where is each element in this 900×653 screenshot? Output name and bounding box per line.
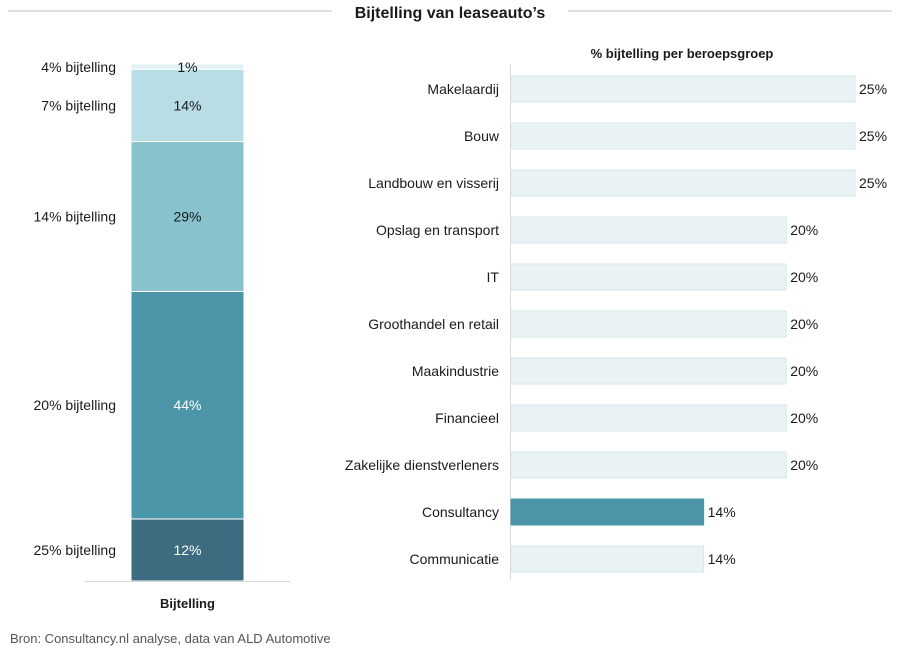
stack-legend-label: 25% bijtelling (34, 542, 117, 558)
hbar-value-label: 20% (790, 457, 818, 473)
hbar-value-label: 20% (790, 363, 818, 379)
hbar (510, 75, 856, 103)
hbar (510, 216, 787, 244)
hbar (510, 122, 856, 150)
hbar-category-label: Makelaardij (427, 81, 499, 97)
hbar-category-label: Maakindustrie (412, 363, 499, 379)
hbar-value-label: 20% (790, 316, 818, 332)
hbar-value-label: 20% (790, 410, 818, 426)
stack-segment (130, 518, 245, 582)
stack-segment-value: 12% (173, 542, 201, 558)
stack-segment-value: 1% (177, 59, 197, 75)
stack-segment-value: 29% (173, 209, 201, 225)
hbar-value-label: 25% (859, 81, 887, 97)
hbar-category-label: Consultancy (422, 504, 499, 520)
stack-segment (130, 141, 245, 292)
hbar-category-label: Bouw (464, 128, 500, 144)
stack-legend-label: 14% bijtelling (34, 209, 117, 225)
hbar-value-label: 25% (859, 175, 887, 191)
stack-legend-label: 4% bijtelling (41, 59, 116, 75)
hbar (510, 263, 787, 291)
bar-chart-title: % bijtelling per beroepsgroep (591, 46, 774, 61)
hbar (510, 310, 787, 338)
hbar (510, 357, 787, 385)
hbar-value-label: 20% (790, 269, 818, 285)
chart-title: Bijtelling van leaseauto’s (355, 5, 546, 22)
hbar (510, 545, 705, 573)
stack-legend-label: 20% bijtelling (34, 397, 117, 413)
hbar-category-label: Zakelijke dienstverleners (345, 457, 499, 473)
hbar-value-label: 20% (790, 222, 818, 238)
hbar-category-label: Groothandel en retail (368, 316, 499, 332)
stack-x-label: Bijtelling (160, 596, 215, 611)
hbar (510, 451, 787, 479)
hbar-category-label: Landbouw en visserij (368, 175, 499, 191)
stack-segment (130, 68, 245, 143)
hbar-category-label: Communicatie (410, 551, 500, 567)
hbar-value-label: 14% (708, 551, 736, 567)
stack-legend-label: 7% bijtelling (41, 97, 116, 113)
source-note: Bron: Consultancy.nl analyse, data van A… (10, 631, 331, 646)
hbar-value-label: 14% (708, 504, 736, 520)
hbar-category-label: Financieel (435, 410, 499, 426)
horizontal-bar-chart: Makelaardij 25% Bouw 25% Landbouw en visseri… (345, 64, 887, 580)
stacked-bar-chart: 12% 25% bijtelling 44% 20% bijtelling 29% 14%… (34, 59, 290, 611)
stack-segment (130, 63, 245, 70)
hbar-value-label: 25% (859, 128, 887, 144)
stack-segment-value: 44% (173, 397, 201, 413)
hbar (510, 498, 705, 526)
hbar-category-label: Opslag en transport (376, 222, 499, 238)
hbar (510, 169, 856, 197)
hbar-category-label: IT (487, 269, 500, 285)
stack-segment-value: 14% (173, 97, 201, 113)
hbar (510, 404, 787, 432)
